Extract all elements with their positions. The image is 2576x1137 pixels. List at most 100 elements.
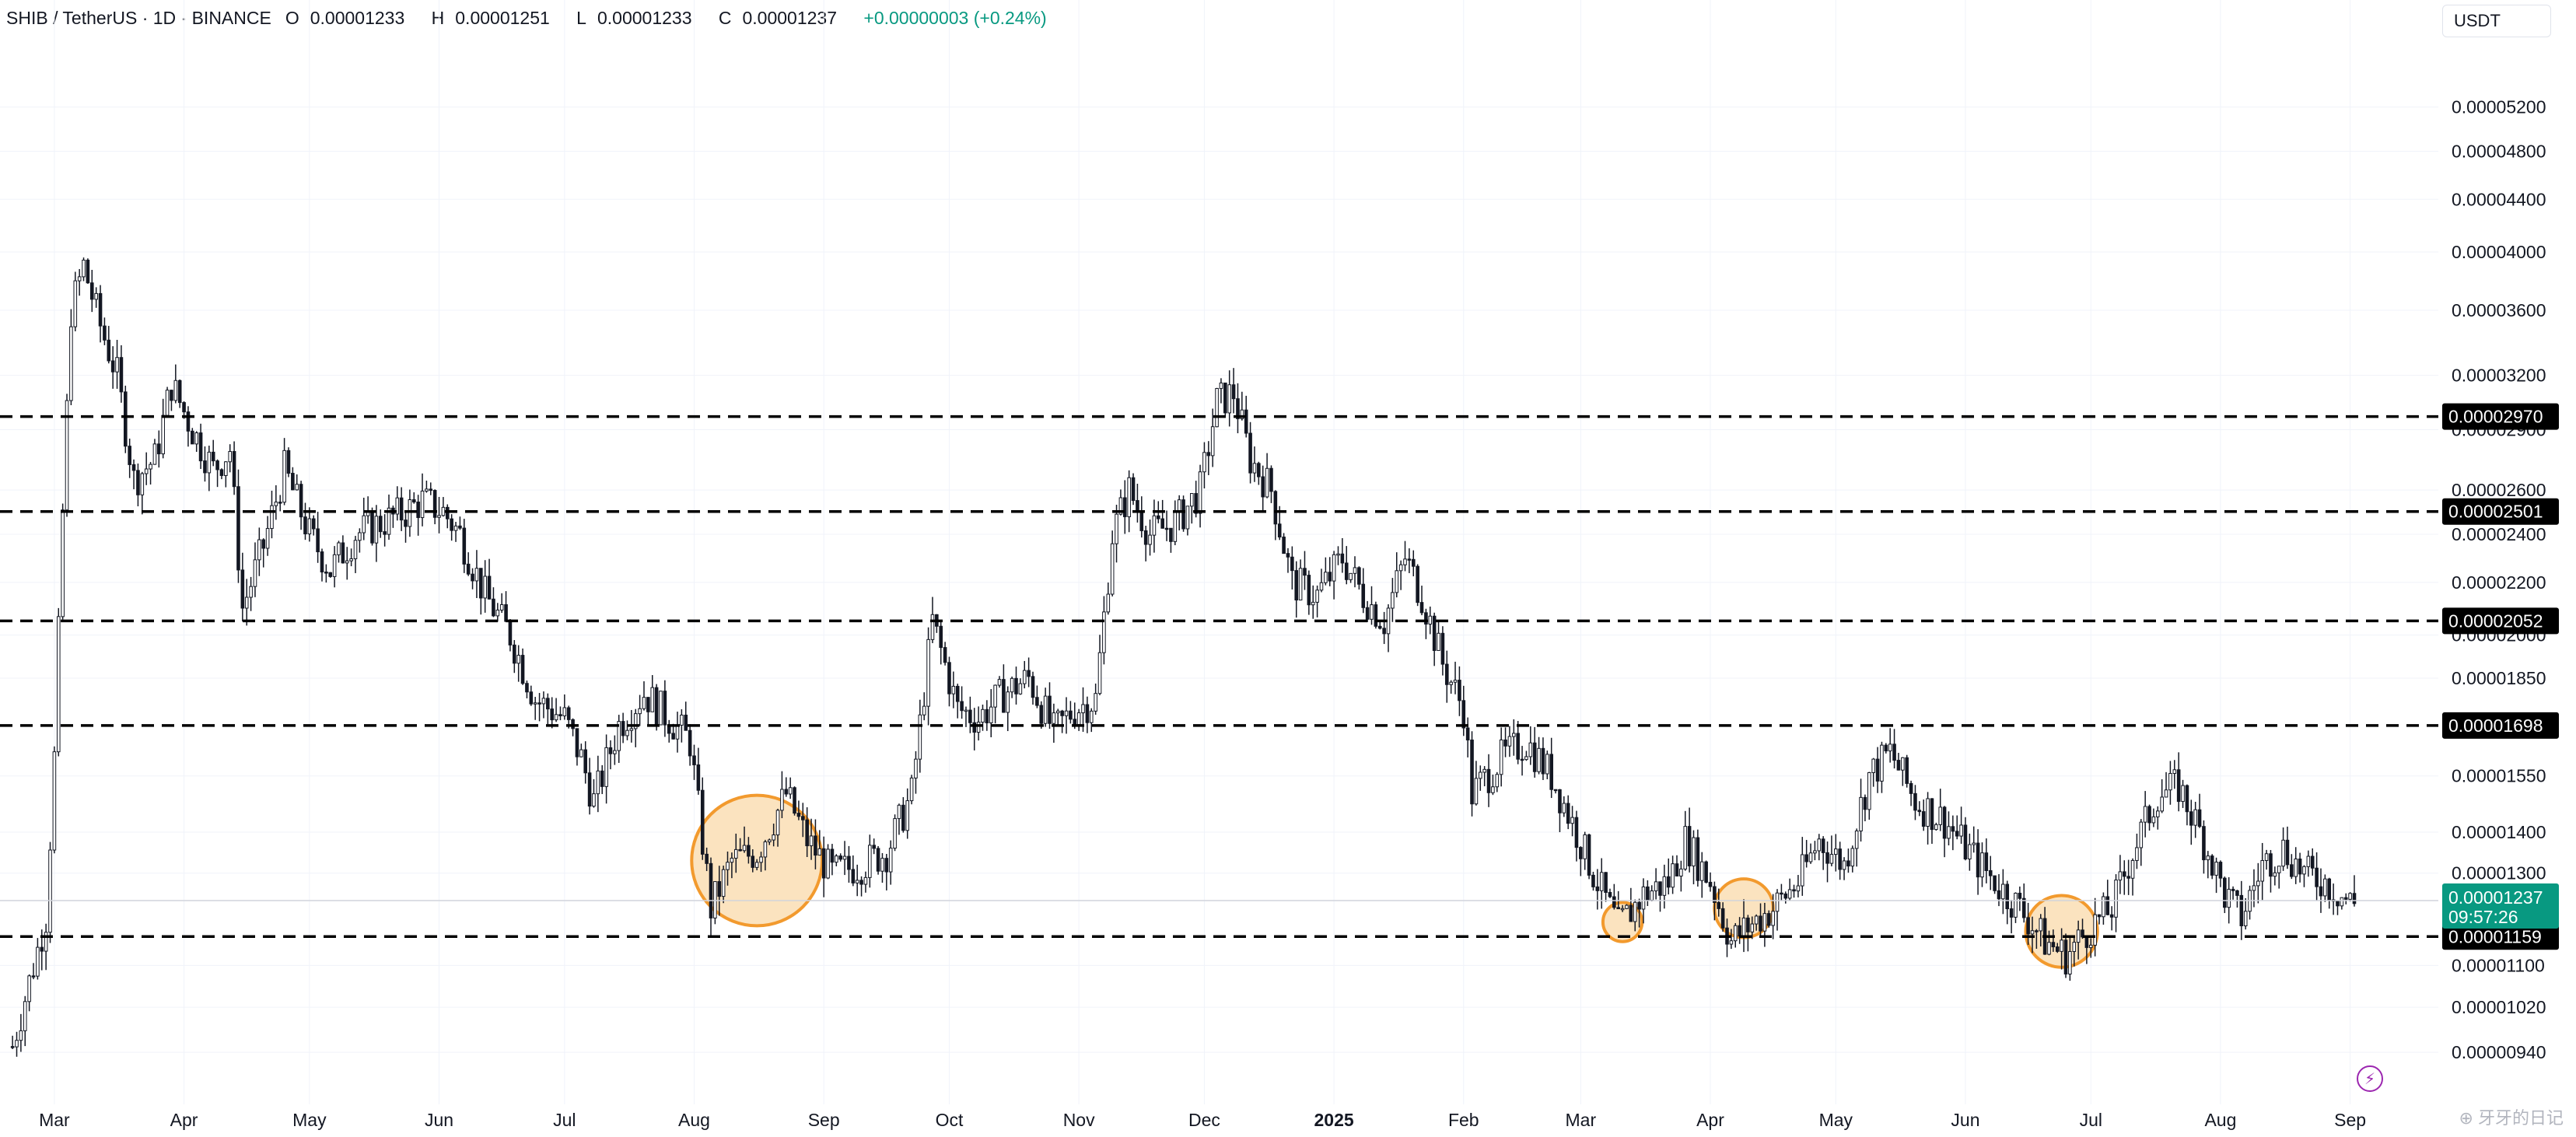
candle-body: [1595, 886, 1600, 891]
candle: [1231, 368, 1236, 414]
candle: [989, 689, 993, 737]
candle: [1022, 660, 1027, 689]
candle: [1465, 717, 1470, 757]
candle-body: [800, 816, 805, 820]
candle-body: [955, 685, 960, 702]
candle-body: [1257, 463, 1261, 478]
candle: [1545, 750, 1549, 779]
candle-body: [2084, 936, 2089, 948]
candle: [274, 485, 278, 520]
candle-body: [1641, 886, 1646, 910]
lightning-icon[interactable]: ⚡: [2357, 1065, 2383, 1092]
candle-body: [1052, 712, 1056, 724]
candle: [2319, 868, 2323, 913]
candle-body: [1792, 889, 1796, 892]
candle: [617, 715, 621, 763]
candle-body: [625, 729, 629, 736]
candle: [1867, 771, 1871, 820]
candle: [429, 482, 433, 495]
currency-button[interactable]: USDT: [2442, 5, 2551, 37]
candle-body: [717, 881, 722, 897]
candle-body: [1010, 677, 1014, 693]
candle-body: [2172, 769, 2177, 775]
candle: [395, 486, 400, 521]
candle: [56, 607, 61, 757]
low-label: L: [576, 8, 586, 28]
candle: [659, 691, 663, 726]
candle-body: [2055, 946, 2060, 952]
candle: [1048, 682, 1052, 729]
candle-body: [1370, 604, 1374, 620]
candle-body: [642, 697, 646, 709]
candle: [2135, 833, 2139, 869]
candle: [362, 497, 366, 541]
candle: [1102, 596, 1106, 665]
candle-body: [2298, 858, 2302, 875]
candle-body: [838, 855, 842, 860]
candle: [851, 855, 856, 887]
candle: [1064, 697, 1069, 734]
candle: [1324, 557, 1328, 586]
candle: [278, 495, 282, 512]
candle: [1458, 666, 1461, 716]
candle-body: [2235, 890, 2239, 896]
candle: [1754, 914, 1759, 931]
candle: [705, 847, 709, 872]
candle-body: [1478, 771, 1482, 779]
candle: [107, 326, 111, 364]
candle-body: [44, 932, 48, 952]
candle-body: [1528, 742, 1533, 757]
price-tick-label: 0.00002600: [2452, 480, 2546, 500]
candle: [796, 800, 801, 820]
candle: [2014, 892, 2018, 923]
candle: [1106, 582, 1111, 615]
candle: [579, 743, 583, 757]
candle: [249, 576, 253, 611]
candle: [1265, 453, 1269, 499]
candle-body: [1699, 861, 1704, 881]
chart-grid: [0, 0, 2438, 1104]
candle: [2047, 930, 2051, 956]
candle: [61, 503, 65, 620]
candle: [2097, 914, 2102, 925]
candle-body: [909, 777, 914, 802]
time-tick-label: Mar: [39, 1110, 70, 1130]
time-tick-label: Jun: [425, 1110, 453, 1130]
candle: [1315, 585, 1319, 617]
candle-body: [1507, 736, 1512, 747]
candle-body: [1775, 892, 1780, 912]
candle-body: [1361, 583, 1366, 608]
candle-body: [2315, 867, 2319, 887]
candle: [513, 640, 516, 673]
candle-body: [370, 511, 374, 544]
candle-body: [1474, 778, 1479, 805]
candle: [859, 876, 863, 897]
candle-body: [2109, 914, 2114, 918]
candle-body: [1102, 611, 1106, 653]
candle-body: [747, 845, 751, 857]
price-tick-label: 0.00002400: [2452, 524, 2546, 544]
candle-body: [492, 598, 495, 617]
time-tick-label: Feb: [1448, 1110, 1479, 1130]
candle: [86, 258, 90, 284]
time-tick-label: Sep: [808, 1110, 840, 1130]
candle-body: [1921, 811, 1926, 827]
candle: [27, 974, 31, 1012]
candle-body: [429, 488, 433, 492]
candle: [1010, 676, 1014, 698]
candle-body: [136, 470, 140, 495]
candle: [1679, 860, 1683, 892]
candle-body: [680, 714, 684, 726]
candle: [1491, 775, 1495, 796]
candle-body: [1800, 854, 1804, 887]
symbol-title[interactable]: SHIB / TetherUS · 1D · BINANCE: [6, 8, 271, 28]
candle: [700, 777, 705, 860]
candle-body: [2239, 894, 2244, 926]
candle: [144, 452, 149, 485]
candle-body: [395, 497, 400, 515]
candle: [1328, 557, 1332, 586]
candle: [1407, 548, 1412, 573]
candle: [1696, 829, 1700, 887]
candle: [240, 552, 245, 622]
